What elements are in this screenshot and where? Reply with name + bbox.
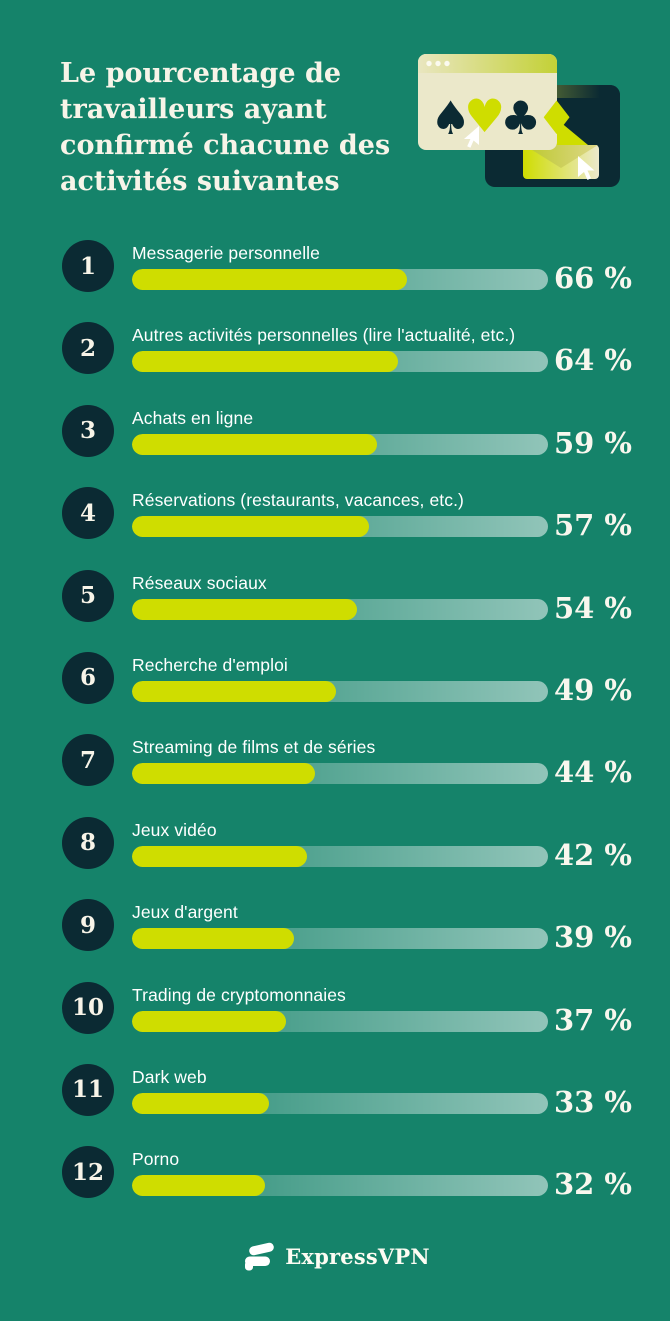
rank-badge: 4: [62, 487, 114, 540]
activity-label: Messagerie personnelle: [132, 243, 321, 263]
percentage-value: 39 %: [553, 920, 632, 955]
bar-track: [132, 1010, 548, 1032]
activity-label: Porno: [132, 1149, 180, 1170]
page-title: Le pourcentage de travailleurs ayant con…: [60, 56, 400, 200]
bar-track: [132, 1092, 548, 1114]
bar-fill: [132, 680, 336, 702]
window-dot-icon: [426, 60, 432, 67]
bar-track: [132, 1175, 548, 1197]
window-dot-icon: [444, 60, 450, 67]
percentage-value: 49 %: [553, 672, 632, 707]
table-row: 7 Streaming de films et de séries 44 %: [62, 734, 632, 790]
bar-chart: 1 Messagerie personnelle 66 % 2 Autres a…: [62, 240, 632, 1231]
bar-track: [132, 516, 548, 538]
table-row: 2 Autres activités personnelles (lire l'…: [62, 322, 632, 378]
bar-track: [132, 351, 548, 373]
table-row: 5 Réseaux sociaux 54 %: [62, 569, 632, 625]
table-row: 12 Porno 32 %: [62, 1146, 632, 1202]
bar-track: [132, 433, 548, 455]
table-row: 8 Jeux vidéo 42 %: [62, 816, 632, 872]
percentage-value: 32 %: [553, 1167, 632, 1202]
percentage-value: 66 %: [553, 261, 632, 295]
percentage-value: 59 %: [553, 425, 632, 460]
bar-track: [132, 845, 548, 867]
rank-badge: 3: [62, 404, 114, 457]
rank-badge: 8: [62, 816, 114, 869]
rank-badge: 6: [62, 651, 114, 704]
percentage-value: 64 %: [553, 343, 632, 378]
cursor-icon: [464, 126, 479, 148]
bar-fill: [132, 763, 316, 785]
rank-badge: 5: [62, 569, 114, 622]
bar-track: [132, 680, 548, 702]
table-row: 11 Dark web 33 %: [62, 1063, 632, 1119]
table-row: 4 Réservations (restaurants, vacances, e…: [62, 487, 632, 543]
page-title-line: travailleurs ayant: [60, 94, 327, 125]
brand-footer: ExpressVPN: [0, 1240, 670, 1272]
bar-track: [132, 269, 548, 290]
cursor-icon: [578, 156, 595, 180]
header-illustration: ♠ ♥ ♣ ♦: [418, 54, 620, 187]
page-title-line: Le pourcentage de: [60, 58, 342, 89]
bar-fill: [132, 1010, 286, 1032]
brand-wordmark: ExpressVPN: [285, 1243, 430, 1269]
bar-track: [132, 928, 548, 950]
table-row: 9 Jeux d'argent 39 %: [62, 899, 632, 955]
table-row: 3 Achats en ligne 59 %: [62, 404, 632, 460]
activity-label: Trading de cryptomonnaies: [132, 984, 346, 1005]
table-row: 1 Messagerie personnelle 66 %: [62, 240, 632, 295]
percentage-value: 57 %: [553, 508, 632, 543]
activity-label: Réservations (restaurants, vacances, etc…: [132, 490, 464, 511]
activity-label: Jeux d'argent: [132, 902, 238, 923]
page-title-line: activités suivantes: [60, 166, 340, 197]
bar-track: [132, 598, 548, 620]
expressvpn-logo-icon: [245, 1242, 275, 1271]
activity-label: Autres activités personnelles (lire l'ac…: [132, 325, 516, 346]
rank-badge: 11: [62, 1063, 114, 1116]
bar-fill: [132, 928, 295, 950]
window-dot-icon: [435, 60, 441, 67]
percentage-value: 33 %: [553, 1084, 632, 1119]
table-row: 10 Trading de cryptomonnaies 37 %: [62, 981, 632, 1037]
rank-badge: 9: [62, 899, 114, 952]
bar-fill: [132, 269, 407, 290]
bar-track: [132, 763, 548, 785]
rank-badge: 7: [62, 734, 114, 787]
activity-label: Achats en ligne: [132, 407, 254, 428]
rank-badge: 1: [62, 240, 114, 292]
activity-label: Dark web: [132, 1066, 207, 1087]
percentage-value: 54 %: [553, 590, 632, 625]
bar-fill: [132, 1092, 270, 1114]
browser-window: ♠ ♥ ♣ ♦: [418, 54, 577, 150]
club-icon: ♣: [500, 91, 541, 145]
bar-fill: [132, 845, 307, 867]
bar-fill: [132, 516, 370, 538]
bar-fill: [132, 598, 357, 620]
bar-fill: [132, 351, 399, 373]
spade-icon: ♠: [430, 91, 471, 145]
bar-fill: [132, 433, 378, 455]
activity-label: Recherche d'emploi: [132, 654, 288, 675]
activity-label: Réseaux sociaux: [132, 572, 267, 593]
table-row: 6 Recherche d'emploi 49 %: [62, 651, 632, 707]
percentage-value: 37 %: [553, 1002, 632, 1037]
percentage-value: 44 %: [553, 755, 632, 790]
activity-label: Jeux vidéo: [132, 819, 217, 840]
rank-badge: 2: [62, 322, 114, 375]
activity-label: Streaming de films et de séries: [132, 737, 376, 758]
rank-badge: 10: [62, 981, 114, 1034]
diamond-icon: ♦: [536, 91, 577, 145]
rank-badge: 12: [62, 1146, 114, 1199]
bar-fill: [132, 1175, 266, 1197]
percentage-value: 42 %: [553, 837, 632, 872]
page-title-line: confirmé chacune des: [60, 130, 391, 161]
